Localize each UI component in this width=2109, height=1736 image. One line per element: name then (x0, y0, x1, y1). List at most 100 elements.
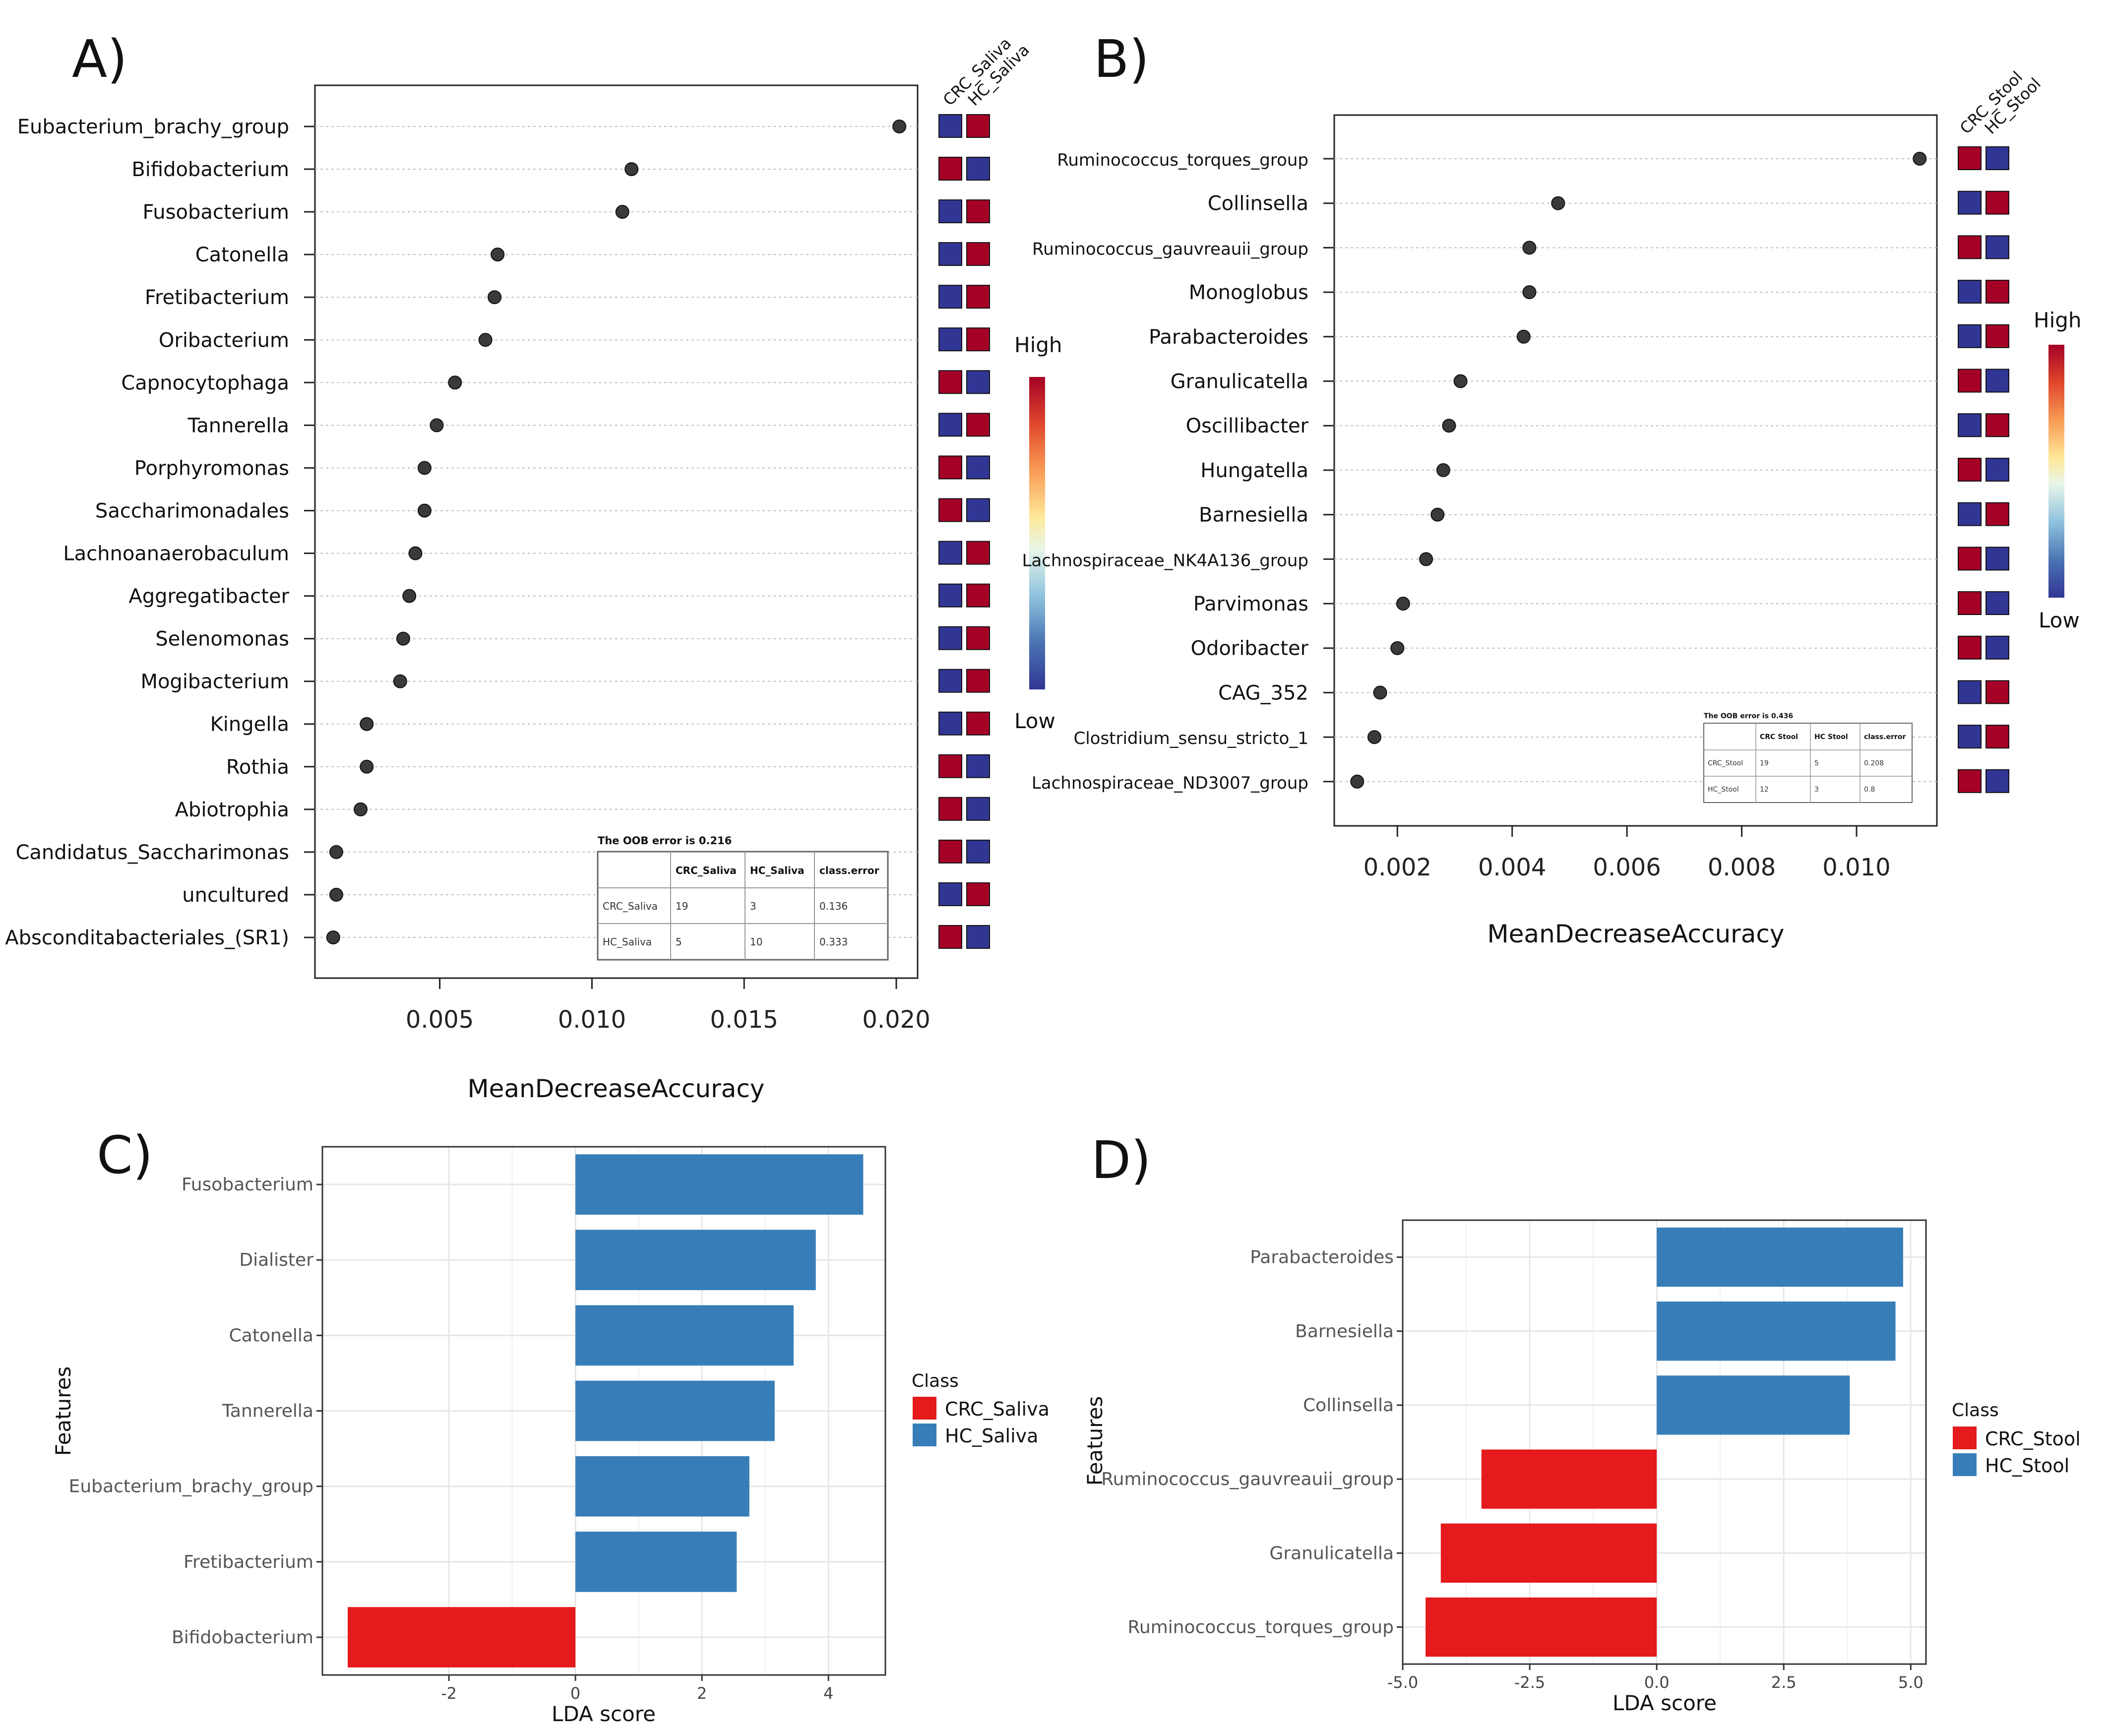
panel-b-class-box-odoribacter-crc-stool (1958, 635, 1982, 660)
panel-a-feature-label-tannerella: Tannerella (187, 414, 289, 437)
panel-b-point-barnesiella (1430, 507, 1445, 522)
panel-a-point-porphyromonas (417, 461, 432, 475)
panel-c-xtick-label-0: -2 (441, 1684, 457, 1703)
panel-d-xtick-label-4: 5.0 (1898, 1673, 1923, 1692)
panel-d-feature-labels: Parabacteroides Barnesiella Collinsella Rum… (1101, 1247, 1403, 1637)
panel-d-legend-swatch-hc (1953, 1453, 1977, 1476)
panel-b-class-box-cag-352-hc-stool (1985, 680, 2009, 704)
panel-b-class-box-barnesiella-hc-stool (1985, 502, 2009, 526)
panel-c-bar-dialister (575, 1230, 816, 1291)
panel-a-class-box-aggregatibacter-crc-saliva (938, 583, 962, 608)
panel-a-xtick-label-3: 0.020 (862, 1006, 930, 1034)
panel-d-bar-ruminococcus-gauvreauii-group (1481, 1449, 1657, 1509)
panel-a-class-box-abiotrophia-hc-saliva (966, 797, 990, 821)
panel-a-class-box-fretibacterium-hc-saliva (966, 285, 990, 309)
panel-c-xtick-label-3: 4 (823, 1684, 833, 1703)
panel-b-class-box-parabacteroides-hc-stool (1985, 324, 2009, 348)
panel-b-point-oscillibacter (1442, 419, 1456, 433)
panel-a-point-aggregatibacter (402, 589, 417, 603)
panel-b-importance-plot: Ruminococcus_torques_group Collinsella Rum… (1022, 67, 2081, 948)
panel-d-legend-crc: CRC_Stool (1985, 1428, 2081, 1450)
panel-b-oob-title: The OOB error is 0.436 (1704, 712, 1793, 720)
panel-d-xtick-label-3: 2.5 (1771, 1673, 1797, 1692)
panel-c-legend: Class CRC_Saliva HC_Saliva (912, 1371, 1050, 1447)
panel-c-legend-swatch-hc (913, 1424, 936, 1446)
panel-b-point-cag-352 (1373, 685, 1387, 700)
panel-d-xtick-label-2: 0.0 (1644, 1673, 1670, 1692)
panel-a-oob-h1: CRC_Saliva (676, 865, 737, 876)
panel-b-feature-label-odoribacter: Odoribacter (1190, 637, 1308, 660)
panel-b-oob-table: The OOB error is 0.436 CRC Stool HC Stoo… (1703, 712, 1913, 803)
panel-c-feature-label-tannerella: Tannerella (222, 1401, 313, 1422)
panel-a-oob-r1c3: 0.136 (819, 900, 848, 912)
panel-label-c: C) (97, 1125, 153, 1185)
panel-c-feature-labels: Fusobacterium Dialister Catonella Tannerell… (69, 1175, 322, 1648)
panel-d-bars (1426, 1227, 1903, 1657)
panel-b-class-box-lachnospiraceae-nd3007-group-crc-stool (1958, 769, 1982, 793)
panel-a-class-box-fusobacterium-crc-saliva (938, 199, 962, 224)
panel-d-feature-label-granulicatella: Granulicatella (1269, 1543, 1394, 1563)
panel-b-oob-r1c1: 19 (1760, 759, 1769, 767)
panel-a-class-box-lachnoanaerobaculum-crc-saliva (938, 541, 962, 565)
panel-a-feature-label-aggregatibacter: Aggregatibacter (128, 585, 289, 608)
panel-b-class-box-ruminococcus-torques-group-hc-stool (1985, 146, 2009, 170)
panel-a-class-box-rothia-crc-saliva (938, 754, 962, 778)
panel-b-xtick-label-4: 0.010 (1822, 854, 1890, 881)
panel-b-oob-h1: CRC Stool (1760, 733, 1798, 741)
panel-a-feature-label-eubacterium-brachy-group: Eubacterium_brachy_group (17, 116, 289, 138)
panel-b-oob-frame (1703, 723, 1913, 803)
panel-a-feature-label-oribacterium: Oribacterium (159, 329, 289, 352)
panel-a-feature-label-abiotrophia: Abiotrophia (175, 799, 289, 821)
panel-a-feature-label-fretibacterium: Fretibacterium (145, 286, 289, 309)
panel-a-class-box-oribacterium-hc-saliva (966, 327, 990, 352)
panel-b-feature-label-hungatella: Hungatella (1200, 459, 1308, 482)
panel-a-class-box-porphyromonas-hc-saliva (966, 455, 990, 480)
panel-d-bar-barnesiella (1657, 1302, 1896, 1361)
panel-b-xtick-label-2: 0.006 (1593, 854, 1661, 881)
panel-d-legend-title: Class (1952, 1400, 1999, 1421)
panel-a-feature-label-porphyromonas: Porphyromonas (134, 457, 289, 480)
panel-a-feature-label-mogibacterium: Mogibacterium (140, 671, 289, 693)
panel-d-legend-swatch-crc (1953, 1426, 1977, 1449)
panel-b-colorbar-low: Low (2039, 608, 2080, 632)
panel-d-feature-label-collinsella: Collinsella (1303, 1395, 1394, 1416)
panel-a-class-box-absconditabacteriales-sr1-hc-saliva (966, 925, 990, 949)
panel-a-class-box-saccharimonadales-hc-saliva (966, 498, 990, 522)
panel-b-oob-r2c2: 3 (1814, 786, 1819, 794)
panel-b-colorbar (2048, 345, 2064, 598)
panel-b-rows: Ruminococcus_torques_group Collinsella Rum… (1022, 146, 2009, 793)
panel-b-class-box-monoglobus-hc-stool (1985, 280, 2009, 304)
panel-d-y-axis-title: Features (1083, 1396, 1107, 1486)
panel-a-oob-r1c1: 19 (676, 900, 688, 912)
panel-b-feature-label-parabacteroides: Parabacteroides (1149, 326, 1308, 349)
panel-c-bar-fretibacterium (575, 1531, 737, 1592)
panel-b-feature-label-collinsella: Collinsella (1208, 192, 1308, 215)
panel-b-point-lachnospiraceae-nd3007-group (1350, 774, 1365, 789)
panel-a-feature-label-saccharimonadales: Saccharimonadales (95, 499, 289, 522)
panel-b-feature-label-ruminococcus-torques-group: Ruminococcus_torques_group (1057, 150, 1308, 170)
panel-a-feature-label-rothia: Rothia (226, 756, 289, 779)
panel-a-feature-label-absconditabacteriales-sr1: Absconditabacteriales_(SR1) (5, 927, 289, 949)
panel-a-class-box-catonella-crc-saliva (938, 242, 962, 266)
panel-b-feature-label-granulicatella: Granulicatella (1171, 371, 1308, 393)
panel-b-point-ruminococcus-torques-group (1913, 152, 1927, 166)
panel-b-x-axis-title: MeanDecreaseAccuracy (1488, 920, 1785, 948)
panel-b-point-ruminococcus-gauvreauii-group (1522, 241, 1537, 255)
panel-a-feature-label-selenomonas: Selenomonas (155, 628, 289, 651)
panel-b-oob-r1c3: 0.208 (1864, 759, 1884, 767)
panel-a-class-box-mogibacterium-hc-saliva (966, 669, 990, 693)
panel-a-point-capnocytophaga (448, 375, 462, 390)
panel-c-feature-label-fusobacterium: Fusobacterium (182, 1175, 313, 1195)
panel-a-class-box-tannerella-crc-saliva (938, 413, 962, 437)
panel-a-oob-title: The OOB error is 0.216 (598, 835, 732, 847)
panel-a-class-box-eubacterium-brachy-group-crc-saliva (938, 114, 962, 138)
panel-d-bar-parabacteroides (1657, 1227, 1903, 1287)
panel-b-class-box-parvimonas-hc-stool (1985, 591, 2009, 615)
panel-a-feature-label-kingella: Kingella (210, 713, 289, 736)
panel-b-class-box-cag-352-crc-stool (1958, 680, 1982, 704)
panel-b-feature-label-lachnospiraceae-nk4a136-group: Lachnospiraceae_NK4A136_group (1022, 551, 1308, 570)
panel-b-x-axis: 0.002 0.004 0.006 0.008 0.010 (1364, 826, 1891, 881)
panel-a-point-oribacterium (478, 333, 493, 347)
panel-b-oob-h3: class.error (1864, 733, 1906, 741)
